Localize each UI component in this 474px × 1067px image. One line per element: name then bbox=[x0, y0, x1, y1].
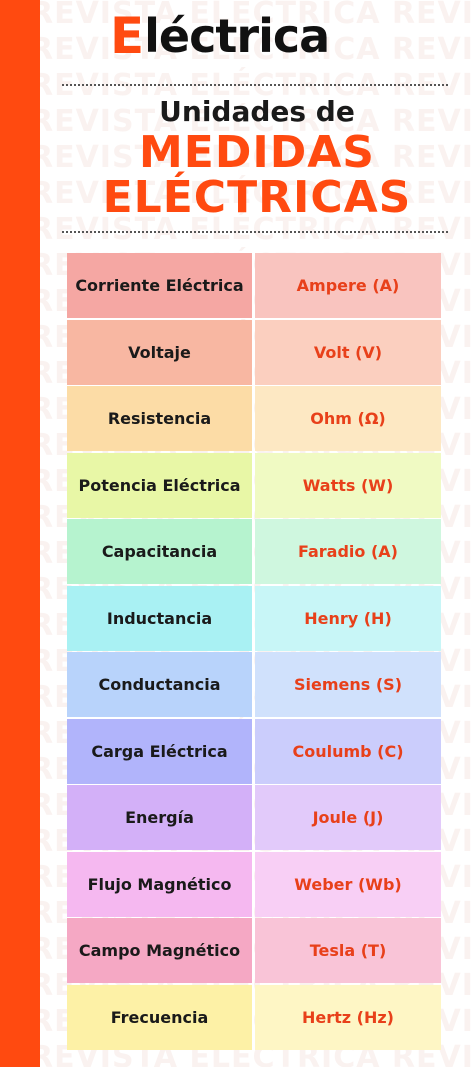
title-line-2: MEDIDAS bbox=[138, 127, 375, 178]
table-row: Voltaje Volt (V) bbox=[67, 319, 441, 385]
unit-cell: Joule (J) bbox=[255, 785, 441, 850]
magnitude-cell: Corriente Eléctrica bbox=[67, 253, 252, 318]
unit-cell: Tesla (T) bbox=[255, 918, 441, 983]
title-line-1: Unidades de bbox=[159, 95, 355, 128]
magnitude-cell: Resistencia bbox=[67, 386, 252, 451]
top-dotted-divider bbox=[62, 84, 448, 86]
unit-cell: Hertz (Hz) bbox=[255, 984, 441, 1050]
magnitude-cell: Campo Magnético bbox=[67, 918, 252, 983]
table-row: Conductancia Siemens (S) bbox=[67, 652, 441, 717]
left-accent-bar bbox=[0, 0, 40, 1067]
table-row: Campo Magnético Tesla (T) bbox=[67, 918, 441, 983]
magnitude-cell: Capacitancia bbox=[67, 519, 252, 584]
title-line-3: ELÉCTRICAS bbox=[102, 172, 412, 223]
magnitude-cell: Energía bbox=[67, 785, 252, 850]
unit-cell: Siemens (S) bbox=[255, 652, 441, 717]
unit-cell: Volt (V) bbox=[255, 319, 441, 385]
unit-cell: Weber (Wb) bbox=[255, 851, 441, 917]
table-row: Capacitancia Faradio (A) bbox=[67, 519, 441, 584]
brand-logo-text: léctrica bbox=[144, 9, 330, 63]
units-table: Corriente Eléctrica Ampere (A) Voltaje Volt… bbox=[67, 253, 441, 1051]
magnitude-cell: Frecuencia bbox=[67, 984, 252, 1050]
bottom-dotted-divider bbox=[62, 231, 448, 233]
magnitude-cell: Inductancia bbox=[67, 585, 252, 651]
table-row: Energía Joule (J) bbox=[67, 785, 441, 850]
unit-cell: Henry (H) bbox=[255, 585, 441, 651]
brand-logo-mark: E bbox=[110, 7, 145, 65]
unit-cell: Coulumb (C) bbox=[255, 718, 441, 784]
magnitude-cell: Potencia Eléctrica bbox=[67, 452, 252, 518]
unit-cell: Faradio (A) bbox=[255, 519, 441, 584]
table-row: Corriente Eléctrica Ampere (A) bbox=[67, 253, 441, 318]
unit-cell: Watts (W) bbox=[255, 452, 441, 518]
table-row: Carga Eléctrica Coulumb (C) bbox=[67, 718, 441, 784]
magnitude-cell: Voltaje bbox=[67, 319, 252, 385]
table-row: Flujo Magnético Weber (Wb) bbox=[67, 851, 441, 917]
table-row: Resistencia Ohm (Ω) bbox=[67, 386, 441, 451]
magnitude-cell: Flujo Magnético bbox=[67, 851, 252, 917]
magnitude-cell: Conductancia bbox=[67, 652, 252, 717]
table-row: Potencia Eléctrica Watts (W) bbox=[67, 452, 441, 518]
unit-cell: Ohm (Ω) bbox=[255, 386, 441, 451]
magnitude-cell: Carga Eléctrica bbox=[67, 718, 252, 784]
table-row: Inductancia Henry (H) bbox=[67, 585, 441, 651]
brand-logo: E léctrica bbox=[110, 7, 330, 65]
unit-cell: Ampere (A) bbox=[255, 253, 441, 318]
table-row: Frecuencia Hertz (Hz) bbox=[67, 984, 441, 1050]
